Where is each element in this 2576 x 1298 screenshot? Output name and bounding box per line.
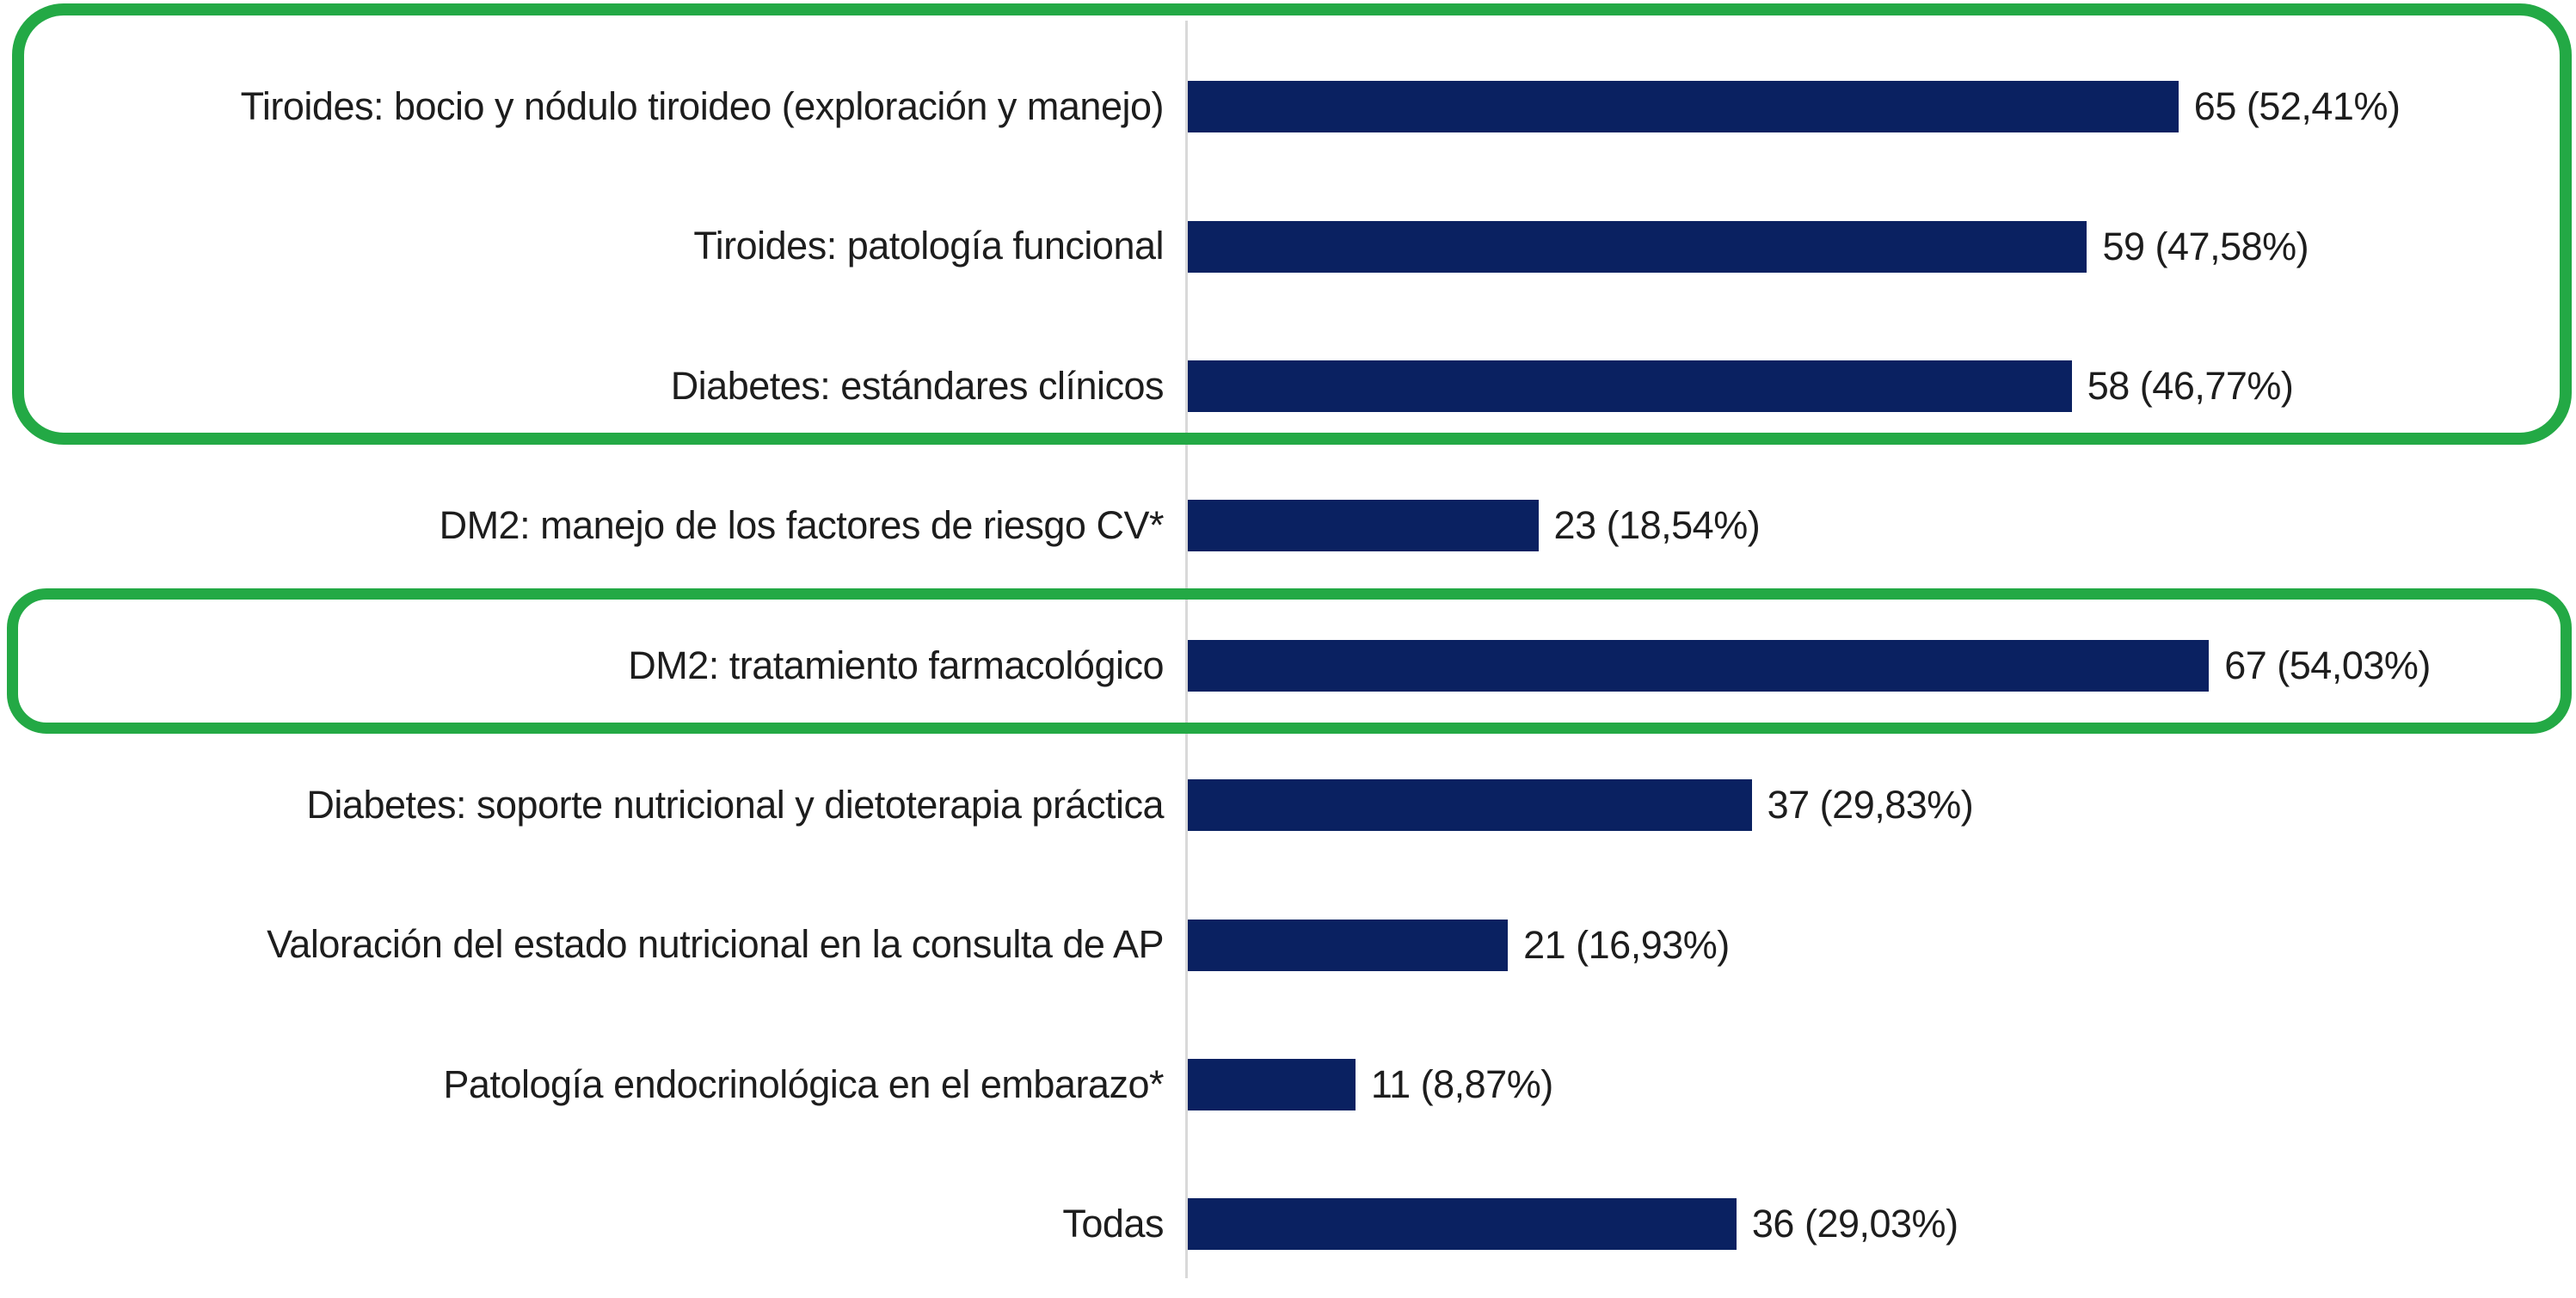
value-label: 11 (8,87%) — [1370, 1061, 1553, 1106]
bar-track: 67 (54,03%) — [1186, 596, 2576, 735]
bar — [1188, 1198, 1737, 1251]
category-label: Todas — [1062, 1202, 1164, 1246]
value-label: 59 (47,58%) — [2102, 224, 2309, 268]
bar-row: Todas 36 (29,03%) — [0, 1154, 2576, 1294]
bar-row: Patología endocrinológica en el embarazo… — [0, 1015, 2576, 1154]
bar — [1188, 360, 2072, 412]
bar-row: Tiroides: patología funcional 59 (47,58%… — [0, 176, 2576, 316]
bar-track: 36 (29,03%) — [1186, 1154, 2576, 1294]
value-label: 36 (29,03%) — [1751, 1202, 1958, 1246]
category-label: Tiroides: bocio y nódulo tiroideo (explo… — [240, 84, 1165, 128]
bar-row: Valoración del estado nutricional en la … — [0, 875, 2576, 1014]
value-label: 58 (46,77%) — [2087, 363, 2294, 408]
bar-track: 65 (52,41%) — [1186, 37, 2576, 176]
bar-row: DM2: tratamiento farmacológico 67 (54,03… — [0, 596, 2576, 735]
value-label: 23 (18,54%) — [1553, 503, 1761, 548]
bar-row: DM2: manejo de los factores de riesgo CV… — [0, 456, 2576, 595]
bar-track: 37 (29,83%) — [1186, 735, 2576, 875]
bar — [1188, 220, 2087, 273]
value-label: 65 (52,41%) — [2193, 84, 2401, 129]
bar — [1188, 639, 2210, 692]
category-label: DM2: tratamiento farmacológico — [628, 643, 1164, 687]
bar-rows: Tiroides: bocio y nódulo tiroideo (explo… — [0, 37, 2576, 1295]
bar-row: Diabetes: estándares clínicos 58 (46,77%… — [0, 317, 2576, 456]
category-label: Patología endocrinológica en el embarazo… — [443, 1061, 1164, 1106]
bar-track: 58 (46,77%) — [1186, 317, 2576, 456]
bar-track: 23 (18,54%) — [1186, 456, 2576, 595]
bar-track: 11 (8,87%) — [1186, 1015, 2576, 1154]
bar-track: 59 (47,58%) — [1186, 176, 2576, 316]
category-label: Valoración del estado nutricional en la … — [267, 922, 1164, 967]
value-label: 37 (29,83%) — [1767, 783, 1974, 827]
category-label: DM2: manejo de los factores de riesgo CV… — [439, 503, 1165, 548]
category-label: Tiroides: patología funcional — [693, 224, 1164, 268]
bar-track: 21 (16,93%) — [1186, 875, 2576, 1014]
value-label: 21 (16,93%) — [1523, 922, 1730, 967]
value-label: 67 (54,03%) — [2224, 643, 2431, 687]
category-label: Diabetes: estándares clínicos — [670, 363, 1165, 408]
category-label: Diabetes: soporte nutricional y dietoter… — [306, 782, 1164, 827]
bar — [1188, 779, 1752, 832]
bar — [1188, 1058, 1356, 1110]
bar-row: Diabetes: soporte nutricional y dietoter… — [0, 735, 2576, 875]
bar-row: Tiroides: bocio y nódulo tiroideo (explo… — [0, 37, 2576, 176]
bar — [1188, 919, 1509, 971]
bar — [1188, 500, 1539, 552]
bar — [1188, 81, 2179, 133]
y-axis-line — [1185, 21, 1188, 1278]
